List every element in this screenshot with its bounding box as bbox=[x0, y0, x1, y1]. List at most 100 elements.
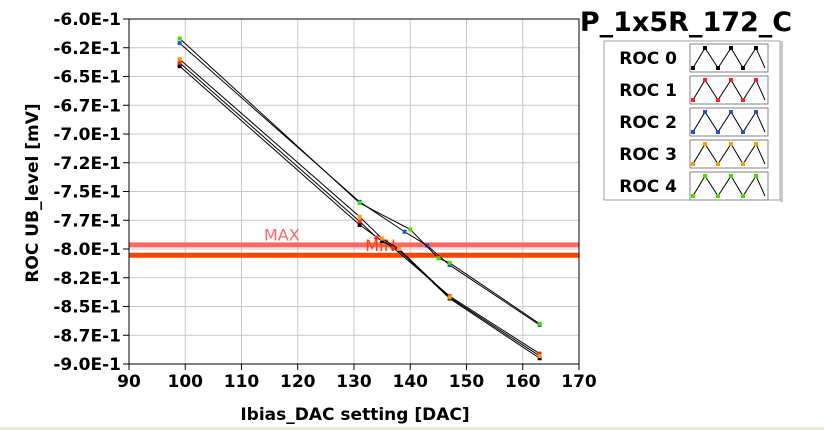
x-tick-label: 160 bbox=[505, 372, 541, 392]
x-tick-label: 140 bbox=[393, 372, 429, 392]
legend-item: ROC 2 bbox=[619, 107, 769, 137]
data-point bbox=[177, 64, 182, 69]
y-tick-label: -8.0E-1 bbox=[53, 240, 121, 260]
legend-swatch-marker bbox=[729, 78, 733, 82]
data-point bbox=[537, 356, 542, 361]
data-point bbox=[537, 353, 542, 358]
data-point bbox=[374, 235, 379, 240]
data-point bbox=[436, 256, 441, 261]
x-tick-label: 150 bbox=[449, 372, 485, 392]
legend-swatch-marker bbox=[691, 162, 695, 166]
y-tick-label: -9.0E-1 bbox=[53, 355, 121, 375]
series-line bbox=[179, 58, 540, 357]
data-point bbox=[177, 36, 182, 41]
legend-swatch-marker bbox=[716, 66, 720, 70]
data-point bbox=[447, 295, 452, 300]
legend-swatch-marker bbox=[691, 194, 695, 198]
data-point bbox=[177, 41, 182, 46]
legend-swatch-marker bbox=[703, 110, 707, 114]
legend-swatch-marker bbox=[716, 98, 720, 102]
legend-swatch-marker bbox=[729, 142, 733, 146]
legend-swatch-marker bbox=[754, 110, 758, 114]
legend-swatch-marker bbox=[703, 78, 707, 82]
ref-label-max: MAX bbox=[264, 225, 300, 244]
data-point bbox=[402, 229, 407, 234]
y-tick-label: -7.2E-1 bbox=[53, 154, 121, 174]
x-tick-label: 100 bbox=[168, 372, 204, 392]
legend-shadow bbox=[780, 41, 783, 202]
y-tick-label: -6.0E-1 bbox=[53, 10, 121, 30]
legend-item: ROC 1 bbox=[619, 75, 769, 105]
legend-swatch-marker bbox=[703, 142, 707, 146]
x-tick-label: 110 bbox=[224, 372, 260, 392]
legend-swatch-marker bbox=[754, 174, 758, 178]
legend-swatch-marker bbox=[703, 174, 707, 178]
y-tick-label: -6.7E-1 bbox=[53, 96, 121, 116]
legend-item: ROC 3 bbox=[619, 139, 769, 169]
legend-swatch-marker bbox=[754, 46, 758, 50]
series-line bbox=[179, 62, 540, 355]
legend-swatch-marker bbox=[716, 194, 720, 198]
x-tick-label: 90 bbox=[117, 372, 141, 392]
ref-line-max bbox=[129, 242, 579, 248]
y-tick-label: -7.7E-1 bbox=[53, 211, 121, 231]
legend-swatch-marker bbox=[716, 162, 720, 166]
x-tick-label: 120 bbox=[280, 372, 316, 392]
series-line bbox=[179, 38, 540, 325]
data-point bbox=[537, 351, 542, 356]
legend-swatch-marker bbox=[729, 46, 733, 50]
legend-label: ROC 4 bbox=[619, 177, 677, 197]
legend-label: ROC 1 bbox=[619, 81, 677, 101]
data-point bbox=[357, 201, 362, 205]
data-point bbox=[447, 263, 452, 268]
legend-swatch-marker bbox=[741, 162, 745, 166]
legend-swatch-marker bbox=[716, 130, 720, 134]
ref-label-min: MIN bbox=[365, 236, 396, 255]
data-point bbox=[380, 236, 385, 241]
data-point bbox=[177, 57, 182, 62]
x-tick-label: 130 bbox=[336, 372, 372, 392]
legend-swatch-marker bbox=[741, 98, 745, 102]
data-point bbox=[391, 245, 396, 250]
series-roc-4 bbox=[177, 36, 542, 326]
legend-swatch-marker bbox=[754, 78, 758, 82]
legend-swatch-marker bbox=[729, 174, 733, 178]
legend-item: ROC 0 bbox=[619, 43, 769, 73]
legend: ROC 0 ROC 1 ROC 2 ROC 3 ROC 4 bbox=[603, 40, 783, 202]
legend-swatch-marker bbox=[703, 46, 707, 50]
series-layer bbox=[177, 36, 542, 361]
x-tick-label: 170 bbox=[561, 372, 597, 392]
data-point bbox=[397, 247, 401, 251]
data-point bbox=[357, 214, 362, 219]
y-tick-label: -7.5E-1 bbox=[53, 183, 121, 203]
y-tick-label: -8.2E-1 bbox=[53, 269, 121, 289]
legend-swatch-marker bbox=[741, 66, 745, 70]
legend-swatch-marker bbox=[691, 98, 695, 102]
data-point bbox=[447, 260, 452, 265]
series-roc-3 bbox=[177, 57, 542, 358]
data-point bbox=[357, 222, 362, 227]
data-point bbox=[177, 60, 182, 65]
legend-label: ROC 3 bbox=[619, 145, 677, 165]
legend-swatch-marker bbox=[729, 110, 733, 114]
y-tick-label: -6.5E-1 bbox=[53, 68, 121, 88]
axis-ticks: 90 100 110 120 130 140 150 160 170 -6.0E-1 -6.2E-1… bbox=[53, 10, 597, 392]
ref-line-min bbox=[129, 252, 579, 258]
data-point bbox=[425, 243, 430, 248]
y-axis-title: ROC UB_level [mV] bbox=[23, 103, 43, 282]
legend-item: ROC 4 bbox=[619, 171, 769, 201]
legend-label: ROC 0 bbox=[619, 49, 677, 69]
y-tick-label: -6.2E-1 bbox=[53, 39, 121, 59]
legend-swatch-marker bbox=[691, 130, 695, 134]
data-point bbox=[357, 219, 362, 224]
legend-swatch-marker bbox=[741, 130, 745, 134]
y-tick-label: -8.5E-1 bbox=[53, 298, 121, 318]
data-point bbox=[537, 321, 542, 326]
data-point bbox=[408, 227, 413, 232]
legend-swatch-marker bbox=[754, 142, 758, 146]
y-tick-label: -8.7E-1 bbox=[53, 326, 121, 346]
chart-title: P_1x5R_172_C bbox=[580, 7, 792, 38]
y-tick-label: -7.0E-1 bbox=[53, 125, 121, 145]
legend-label: ROC 2 bbox=[619, 113, 677, 133]
